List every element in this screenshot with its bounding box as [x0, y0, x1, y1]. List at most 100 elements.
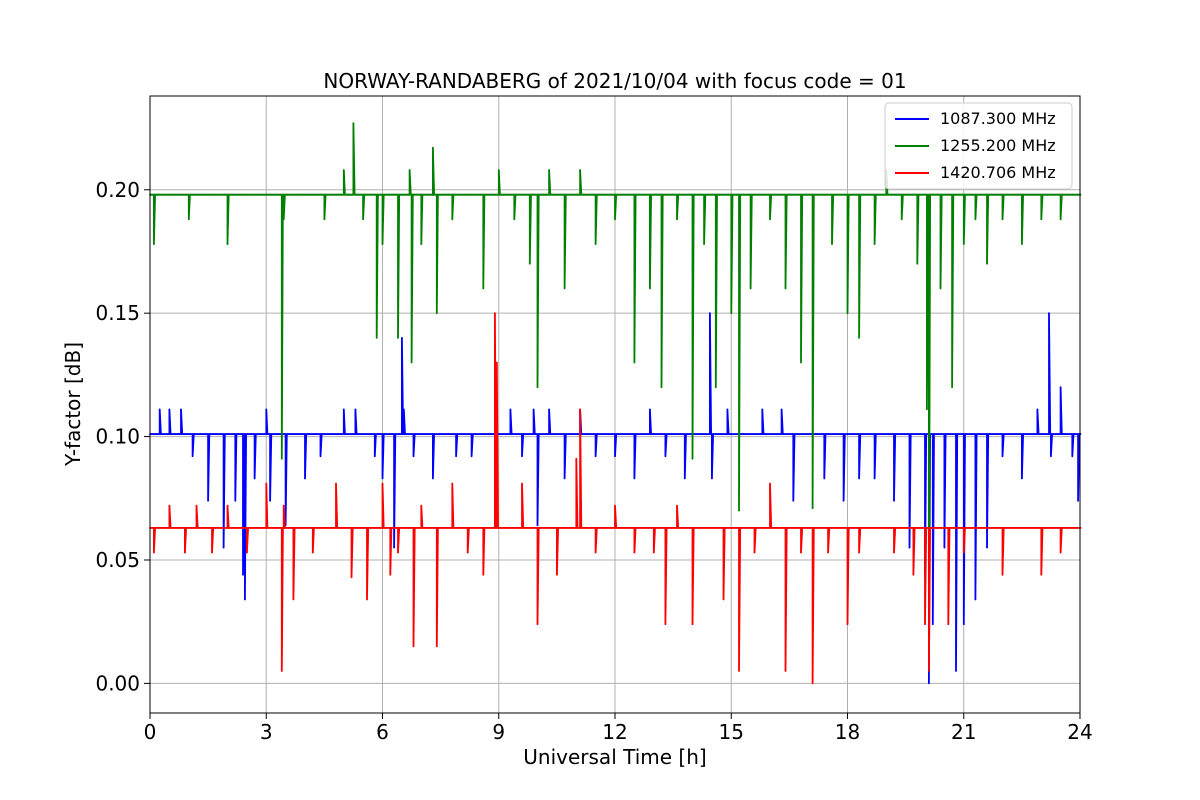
- data-point: [246, 193, 248, 196]
- data-point: [153, 551, 155, 554]
- data-point: [563, 287, 566, 290]
- data-point: [738, 670, 740, 672]
- x-axis-label: Universal Time [h]: [523, 745, 706, 769]
- data-point: [649, 408, 651, 411]
- data-point: [924, 623, 926, 626]
- data-point: [389, 573, 392, 576]
- data-point: [928, 670, 930, 672]
- data-point: [594, 455, 597, 458]
- data-point: [528, 262, 531, 265]
- data-point: [738, 509, 740, 512]
- data-point: [319, 455, 322, 458]
- x-tick-label: 9: [492, 720, 505, 744]
- data-point: [726, 408, 729, 411]
- data-point: [827, 551, 829, 554]
- data-point: [435, 312, 438, 315]
- data-point: [466, 551, 469, 554]
- x-tick-label: 6: [376, 720, 389, 744]
- data-point: [873, 527, 876, 529]
- data-point: [1021, 243, 1023, 246]
- series-line: [150, 313, 1082, 684]
- data-point: [226, 243, 229, 246]
- data-point: [649, 287, 651, 290]
- x-tick-label: 21: [951, 720, 976, 744]
- data-point: [749, 287, 752, 290]
- data-point: [420, 504, 423, 507]
- data-point: [381, 482, 384, 485]
- data-point: [1059, 386, 1062, 389]
- data-point: [191, 455, 194, 458]
- data-point: [282, 218, 285, 221]
- data-point: [265, 193, 268, 196]
- y-tick-label: 0.20: [95, 178, 140, 202]
- data-point: [955, 670, 957, 672]
- data-point: [664, 455, 667, 458]
- data-point: [373, 455, 376, 458]
- data-point: [342, 169, 345, 171]
- data-point: [521, 455, 523, 458]
- data-point: [691, 457, 694, 460]
- data-point: [466, 193, 469, 196]
- x-tick-label: 24: [1067, 720, 1092, 744]
- data-point: [397, 551, 399, 554]
- data-point: [823, 477, 826, 480]
- data-point: [222, 546, 225, 549]
- data-point: [277, 433, 279, 435]
- series-line: [150, 313, 1082, 684]
- y-tick-label: 0.10: [95, 425, 140, 449]
- data-point: [873, 243, 876, 246]
- data-point: [1048, 312, 1050, 315]
- data-point: [769, 482, 771, 485]
- data-point: [683, 477, 686, 480]
- series-2: [149, 312, 1082, 685]
- data-point: [1021, 477, 1023, 480]
- data-point: [505, 527, 508, 529]
- data-point: [1001, 573, 1004, 576]
- data-point: [187, 218, 190, 221]
- data-point: [962, 243, 965, 246]
- data-point: [951, 386, 953, 389]
- data-point: [563, 477, 566, 480]
- data-point: [548, 169, 550, 171]
- data-point: [253, 477, 256, 480]
- data-point: [402, 408, 405, 411]
- data-point: [366, 598, 368, 601]
- data-point: [280, 457, 283, 460]
- series-line: [150, 123, 1082, 635]
- data-point: [335, 482, 337, 485]
- data-point: [482, 287, 485, 290]
- data-point: [153, 243, 155, 246]
- data-point: [548, 408, 550, 411]
- data-point: [532, 408, 535, 411]
- data-point: [470, 455, 473, 458]
- data-point: [676, 504, 678, 507]
- data-point: [246, 551, 248, 554]
- data-point: [408, 169, 411, 171]
- data-point: [931, 623, 934, 626]
- data-point: [579, 169, 581, 171]
- x-tick-label: 3: [260, 720, 273, 744]
- data-point: [939, 287, 942, 290]
- data-point: [986, 546, 988, 549]
- data-point: [858, 477, 860, 480]
- data-point: [207, 499, 210, 502]
- data-point: [1001, 455, 1004, 458]
- data-point: [350, 576, 353, 579]
- data-point: [707, 527, 709, 529]
- data-point: [912, 573, 915, 576]
- data-point: [807, 433, 810, 435]
- data-point: [784, 287, 787, 290]
- data-point: [540, 527, 543, 529]
- data-point: [410, 361, 413, 364]
- data-point: [536, 524, 539, 527]
- ticks: 0 3 6 9 12 15 18 21 24 0.00 0.05 0.10 0.15 0.20: [95, 178, 1092, 744]
- data-point: [761, 408, 764, 411]
- data-point: [556, 573, 558, 576]
- data-point: [412, 455, 415, 458]
- data-point: [730, 312, 733, 315]
- data-point: [800, 361, 802, 364]
- data-point: [435, 645, 438, 648]
- data-point: [594, 243, 597, 246]
